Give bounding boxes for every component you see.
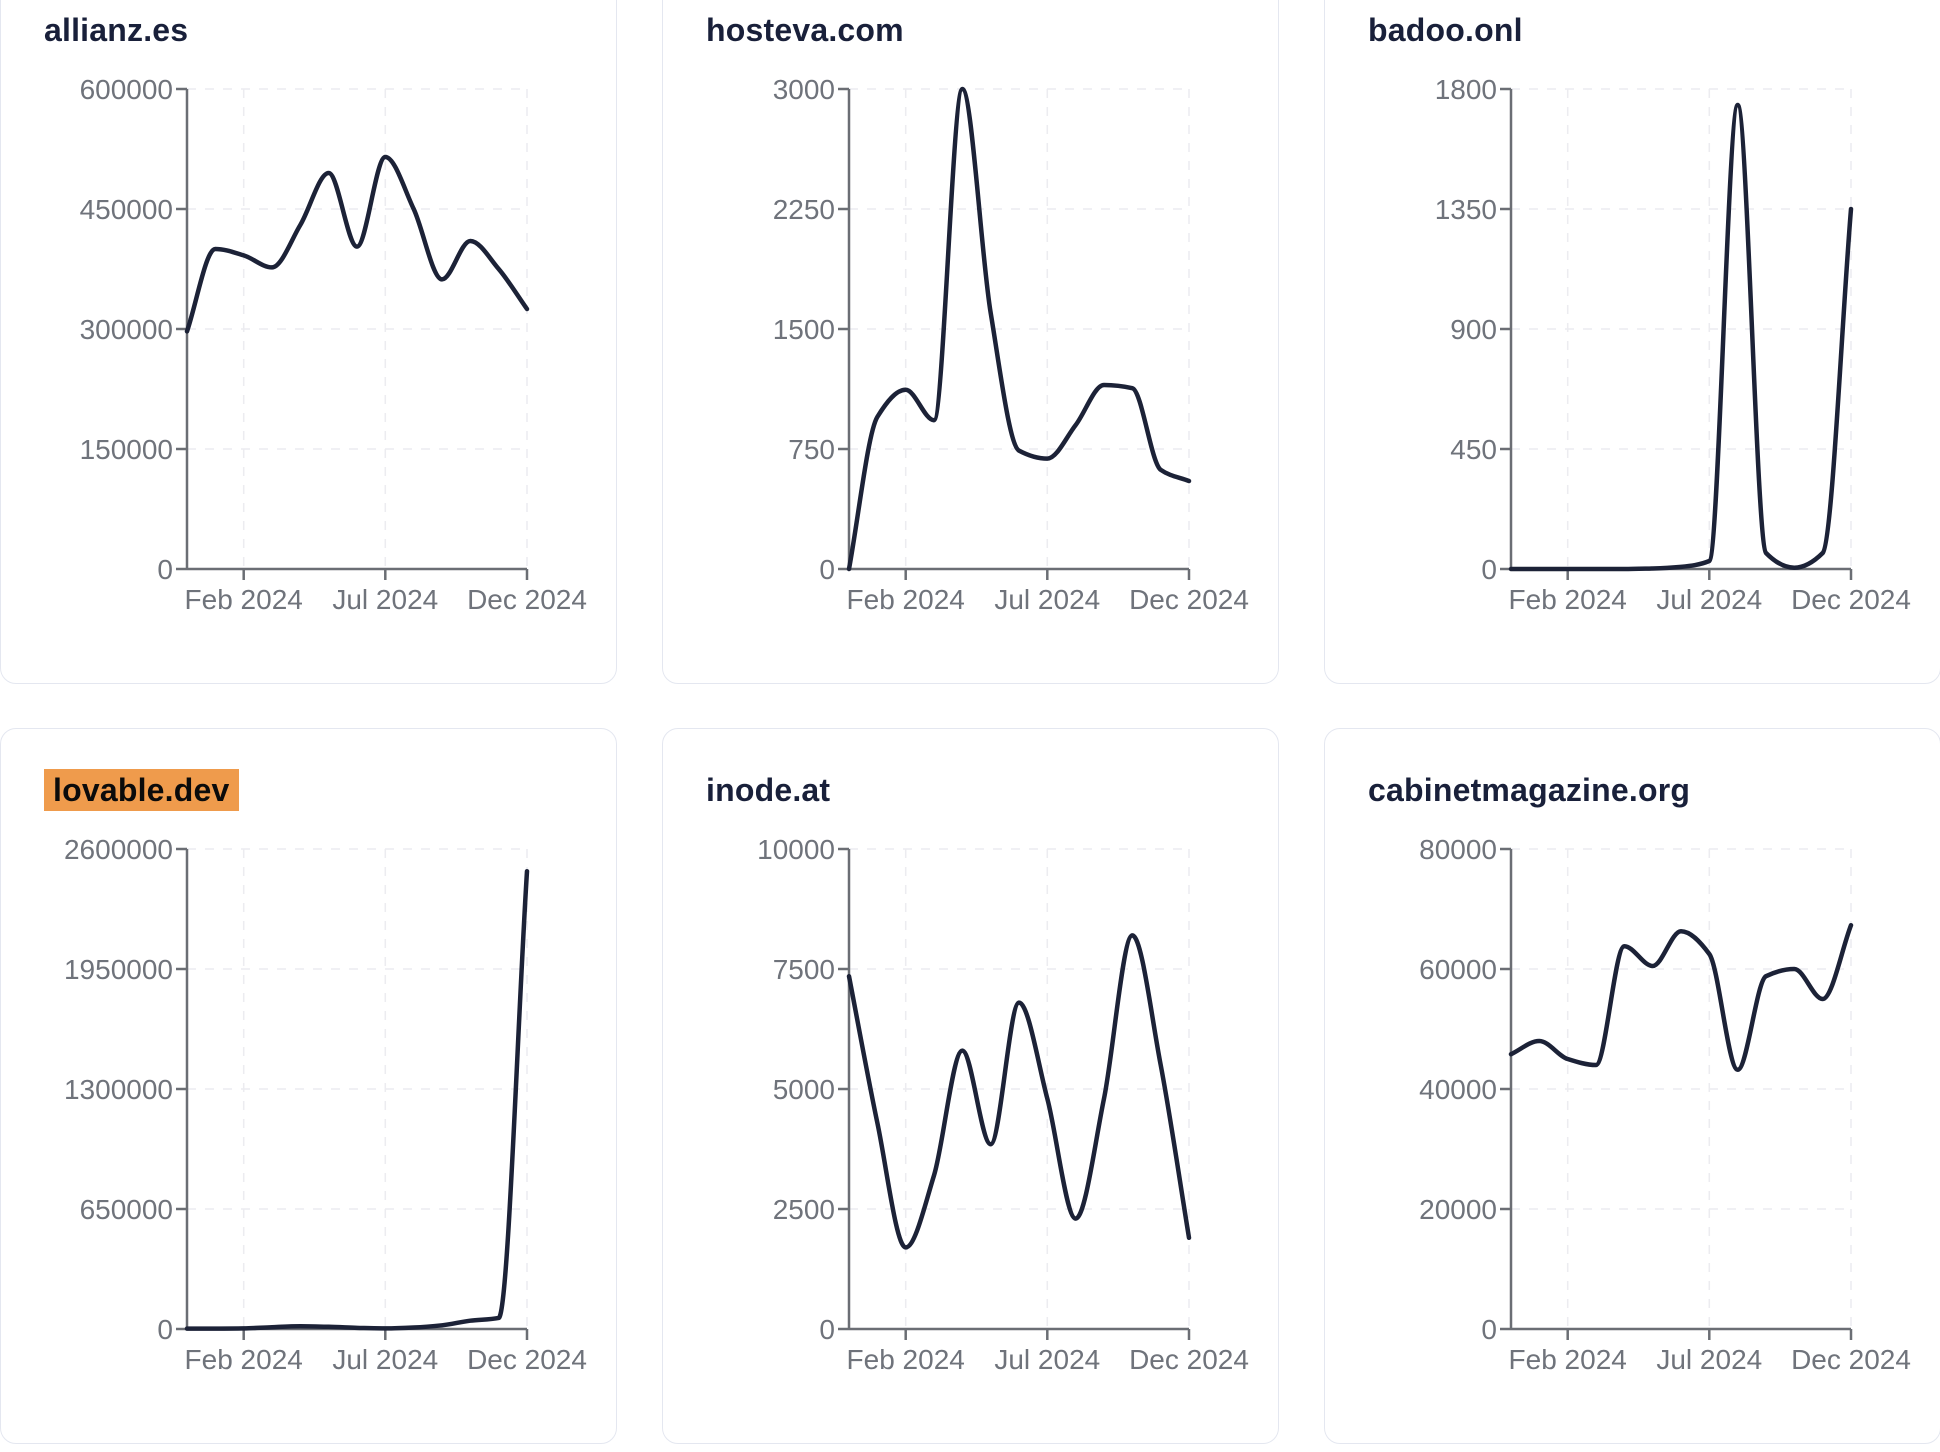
- series-line: [846, 933, 1192, 1250]
- x-tick-label: Dec 2024: [467, 1344, 587, 1375]
- y-tick-label: 80000: [1419, 834, 1497, 865]
- card-title: inode.at: [706, 771, 830, 809]
- x-tick-label: Feb 2024: [1509, 584, 1627, 615]
- domain-card-allianz-es: allianz.es 0 150000 300000 450000 600000 Feb …: [0, 0, 617, 684]
- x-tick-label: Dec 2024: [1791, 1344, 1911, 1375]
- x-tick-label: Jul 2024: [994, 1344, 1100, 1375]
- x-tick-label: Jul 2024: [994, 584, 1100, 615]
- domain-name: inode.at: [706, 772, 831, 808]
- y-tick-label: 1350: [1435, 194, 1497, 225]
- x-tick-label: Jul 2024: [332, 1344, 438, 1375]
- domain-card-lovable-dev: lovable.dev 0 650000 1300000 1950000 2600000…: [0, 728, 617, 1444]
- series-line: [184, 154, 530, 334]
- y-tick-label: 1300000: [64, 1074, 173, 1105]
- y-tick-label: 60000: [1419, 954, 1497, 985]
- x-tick-label: Feb 2024: [1509, 1344, 1627, 1375]
- y-tick-label: 650000: [80, 1194, 173, 1225]
- y-tick-label: 20000: [1419, 1194, 1497, 1225]
- y-tick-label: 40000: [1419, 1074, 1497, 1105]
- x-tick-label: Jul 2024: [1656, 584, 1762, 615]
- domain-card-cabinetmagazine-org: cabinetmagazine.org 0 20000 40000 60000 8000…: [1324, 728, 1940, 1444]
- domain-card-hosteva-com: hosteva.com 0 750 1500 2250 3000 Feb 2024 Jul …: [662, 0, 1279, 684]
- x-tick-label: Jul 2024: [332, 584, 438, 615]
- y-tick-label: 0: [157, 554, 173, 585]
- x-tick-label: Feb 2024: [185, 584, 303, 615]
- card-title: badoo.onl: [1368, 11, 1523, 49]
- y-tick-label: 2500: [773, 1194, 835, 1225]
- domain-card-inode-at: inode.at 0 2500 5000 7500 10000 Feb 2024 Jul 2…: [662, 728, 1279, 1444]
- y-tick-label: 2250: [773, 194, 835, 225]
- y-tick-label: 3000: [773, 74, 835, 105]
- y-tick-label: 7500: [773, 954, 835, 985]
- traffic-line-chart: 0 450 900 1350 1800 Feb 2024 Jul 2024 Dec 2024: [1435, 74, 1911, 615]
- traffic-line-chart: 0 150000 300000 450000 600000 Feb 2024 Jul 202…: [80, 74, 587, 615]
- x-tick-label: Feb 2024: [847, 584, 965, 615]
- series-line: [1508, 102, 1854, 572]
- y-tick-label: 0: [157, 1314, 173, 1345]
- domain-name: badoo.onl: [1368, 12, 1523, 48]
- domain-name: cabinetmagazine.org: [1368, 772, 1691, 808]
- traffic-line-chart: 0 650000 1300000 1950000 2600000 Feb 2024 Jul …: [64, 834, 587, 1375]
- domain-name: allianz.es: [44, 12, 189, 48]
- x-tick-label: Jul 2024: [1656, 1344, 1762, 1375]
- card-title: lovable.dev: [44, 769, 239, 811]
- y-tick-label: 0: [1481, 554, 1497, 585]
- y-tick-label: 1950000: [64, 954, 173, 985]
- x-tick-label: Feb 2024: [847, 1344, 965, 1375]
- series-line: [846, 86, 1192, 572]
- domain-name: hosteva.com: [706, 12, 904, 48]
- card-title: cabinetmagazine.org: [1368, 771, 1690, 809]
- traffic-line-chart: 0 20000 40000 60000 80000 Feb 2024 Jul 2024 Dec…: [1419, 834, 1911, 1375]
- domain-name-highlighted: lovable.dev: [44, 769, 239, 811]
- y-tick-label: 1800: [1435, 74, 1497, 105]
- x-tick-label: Dec 2024: [1791, 584, 1911, 615]
- x-tick-label: Dec 2024: [1129, 584, 1249, 615]
- card-title: allianz.es: [44, 11, 188, 49]
- y-tick-label: 150000: [80, 434, 173, 465]
- traffic-line-chart: 0 750 1500 2250 3000 Feb 2024 Jul 2024 Dec 2024: [773, 74, 1249, 615]
- x-tick-label: Dec 2024: [1129, 1344, 1249, 1375]
- card-title: hosteva.com: [706, 11, 904, 49]
- y-tick-label: 450000: [80, 194, 173, 225]
- y-tick-label: 600000: [80, 74, 173, 105]
- y-tick-label: 10000: [757, 834, 835, 865]
- y-tick-label: 300000: [80, 314, 173, 345]
- traffic-line-chart: 0 2500 5000 7500 10000 Feb 2024 Jul 2024 Dec 20…: [757, 834, 1249, 1375]
- y-tick-label: 1500: [773, 314, 835, 345]
- y-tick-label: 0: [819, 1314, 835, 1345]
- domain-card-badoo-onl: badoo.onl 0 450 900 1350 1800 Feb 2024 Jul 202…: [1324, 0, 1940, 684]
- y-tick-label: 450: [1450, 434, 1497, 465]
- series-line: [1508, 922, 1854, 1073]
- x-tick-label: Feb 2024: [185, 1344, 303, 1375]
- series-line: [184, 868, 530, 1331]
- y-tick-label: 750: [788, 434, 835, 465]
- x-tick-label: Dec 2024: [467, 584, 587, 615]
- y-tick-label: 0: [1481, 1314, 1497, 1345]
- y-tick-label: 900: [1450, 314, 1497, 345]
- y-tick-label: 5000: [773, 1074, 835, 1105]
- y-tick-label: 2600000: [64, 834, 173, 865]
- y-tick-label: 0: [819, 554, 835, 585]
